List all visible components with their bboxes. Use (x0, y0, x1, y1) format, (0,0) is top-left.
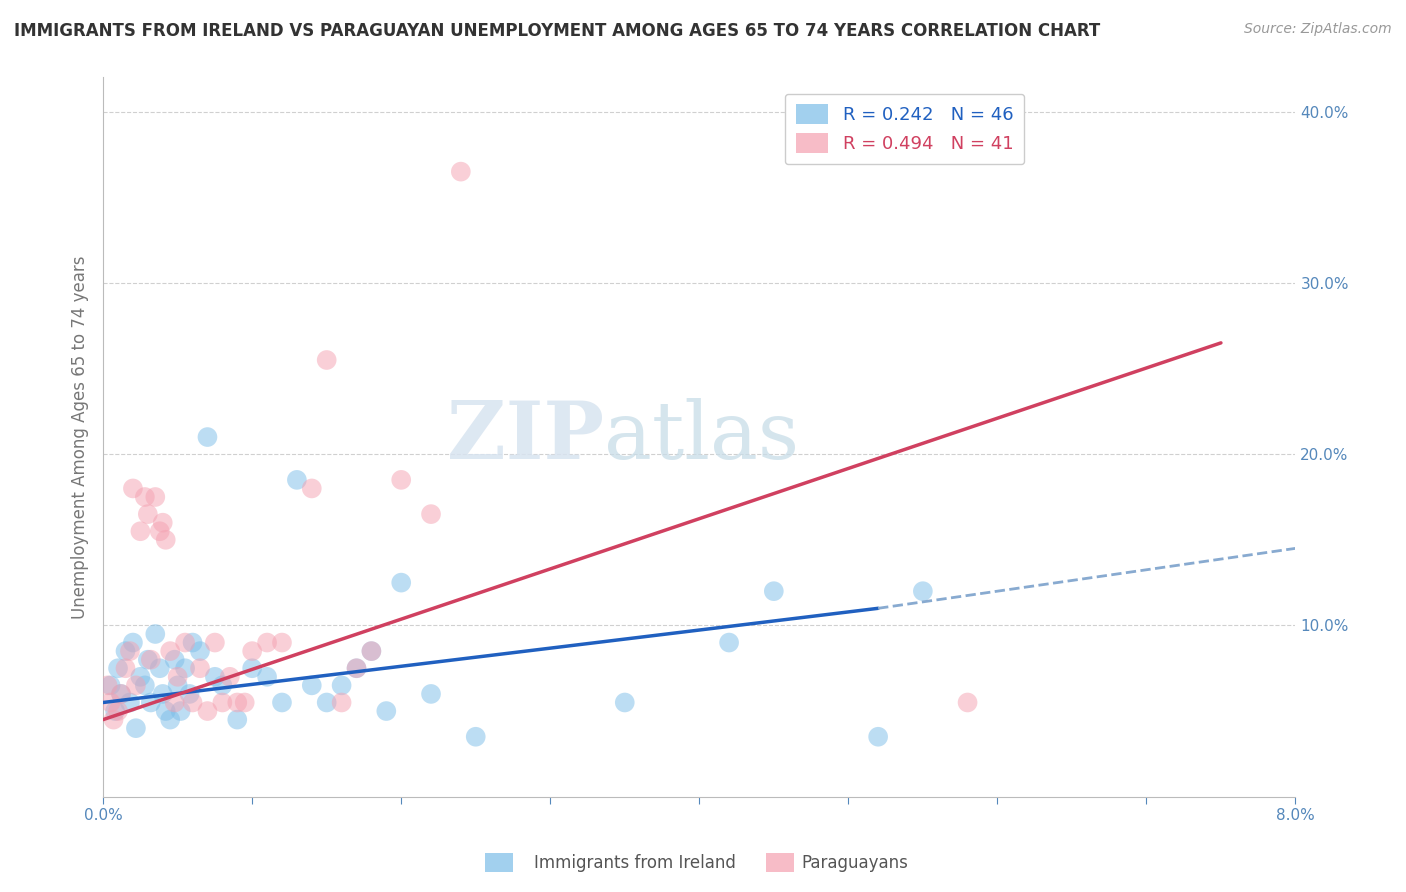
Point (174, 635, 197, 649)
Point (464, 730, 486, 744)
Text: ZIP: ZIP (447, 398, 605, 476)
Point (285, 473, 308, 487)
Point (256, 670, 278, 684)
Point (149, 524, 172, 539)
Point (240, 661, 263, 675)
Point (125, 678, 148, 692)
Point (211, 696, 233, 710)
Point (107, 704, 129, 718)
Point (188, 661, 211, 675)
Point (718, 635, 741, 649)
Legend: R = 0.242   N = 46, R = 0.494   N = 41: R = 0.242 N = 46, R = 0.494 N = 41 (785, 94, 1024, 164)
Text: Source: ZipAtlas.com: Source: ZipAtlas.com (1244, 22, 1392, 37)
Point (315, 353, 337, 368)
Point (114, 644, 136, 658)
Point (159, 713, 181, 727)
Point (122, 482, 145, 496)
Point (197, 430, 219, 444)
Point (256, 635, 278, 649)
Point (97, 678, 120, 692)
Point (911, 584, 934, 599)
Point (110, 687, 132, 701)
Point (868, 730, 890, 744)
Point (152, 516, 174, 530)
Point (163, 653, 186, 667)
Point (360, 644, 382, 658)
Point (301, 678, 323, 692)
Point (420, 507, 443, 521)
Text: Immigrants from Ireland: Immigrants from Ireland (534, 855, 737, 872)
Point (330, 678, 353, 692)
Point (179, 687, 201, 701)
Point (122, 635, 145, 649)
Text: IMMIGRANTS FROM IRELAND VS PARAGUAYAN UNEMPLOYMENT AMONG AGES 65 TO 74 YEARS COR: IMMIGRANTS FROM IRELAND VS PARAGUAYAN UN… (14, 22, 1101, 40)
Point (163, 696, 186, 710)
Point (139, 653, 162, 667)
Point (360, 644, 382, 658)
Point (450, 164, 472, 178)
Point (114, 661, 136, 675)
Point (346, 661, 368, 675)
Point (155, 704, 177, 718)
Point (166, 670, 188, 684)
Point (166, 678, 188, 692)
Point (271, 635, 294, 649)
Point (152, 687, 174, 701)
Point (110, 687, 132, 701)
Point (226, 713, 249, 727)
Point (956, 696, 979, 710)
Point (149, 661, 172, 675)
Point (136, 653, 159, 667)
Point (218, 670, 240, 684)
Point (181, 635, 204, 649)
Point (375, 704, 398, 718)
Point (197, 704, 219, 718)
Point (169, 704, 191, 718)
Point (389, 473, 412, 487)
Point (107, 661, 129, 675)
Point (613, 696, 636, 710)
Point (389, 575, 412, 590)
Point (155, 533, 177, 547)
Point (181, 696, 204, 710)
Point (129, 670, 152, 684)
Point (100, 696, 122, 710)
Point (420, 687, 443, 701)
Point (240, 644, 263, 658)
Text: Paraguayans: Paraguayans (801, 855, 908, 872)
Point (301, 482, 323, 496)
Text: atlas: atlas (605, 398, 799, 476)
Point (118, 644, 141, 658)
Point (103, 713, 125, 727)
Y-axis label: Unemployment Among Ages 65 to 74 years: Unemployment Among Ages 65 to 74 years (72, 255, 89, 619)
Point (330, 696, 353, 710)
Point (104, 704, 127, 718)
Point (233, 696, 256, 710)
Point (204, 635, 226, 649)
Point (174, 661, 197, 675)
Point (139, 696, 162, 710)
Point (159, 644, 181, 658)
Point (125, 721, 148, 735)
Point (211, 678, 233, 692)
Point (134, 678, 156, 692)
Point (762, 584, 785, 599)
Point (118, 696, 141, 710)
Point (226, 696, 249, 710)
Point (134, 490, 156, 504)
Point (129, 524, 152, 539)
Point (315, 696, 337, 710)
Point (100, 678, 122, 692)
Point (188, 644, 211, 658)
Point (271, 696, 294, 710)
Point (136, 507, 159, 521)
Point (143, 627, 166, 641)
Point (204, 670, 226, 684)
Point (346, 661, 368, 675)
Point (143, 490, 166, 504)
